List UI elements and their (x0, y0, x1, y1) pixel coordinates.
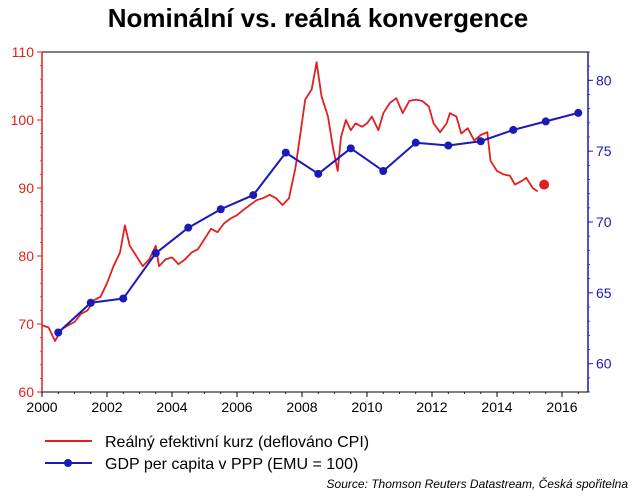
legend-marker-gdp (64, 459, 72, 467)
right-tick-label: 60 (596, 356, 612, 372)
gdp-data-point (574, 108, 583, 117)
left-tick-label: 60 (18, 384, 34, 400)
gdp-data-point (444, 141, 453, 150)
x-tick-label: 2002 (91, 399, 122, 415)
x-tick-label: 2006 (221, 399, 252, 415)
gdp-data-point (249, 191, 258, 200)
gdp-data-point (184, 223, 193, 232)
left-tick-label: 110 (12, 44, 35, 60)
x-tick-label: 2000 (26, 399, 57, 415)
left-tick-label: 80 (18, 248, 34, 264)
x-tick-label: 2008 (286, 399, 317, 415)
left-tick-label: 70 (18, 316, 34, 332)
right-tick-label: 80 (596, 72, 612, 88)
gdp-data-point (379, 167, 388, 175)
source-note: Source: Thomson Reuters Datastream, Česk… (327, 476, 629, 491)
gdp-data-point (314, 169, 323, 178)
gdp-data-point (346, 144, 355, 153)
axes: 60 70 80 90 100 110 60 65 70 75 80 2000 2002 2004 2006… (11, 44, 612, 415)
real-exchange-end-marker (539, 179, 550, 190)
x-tick-label: 2014 (481, 399, 512, 415)
chart-title: Nominální vs. reálná konvergence (108, 3, 529, 33)
series-layer (41, 61, 583, 342)
gdp-data-point (541, 117, 550, 126)
right-tick-label: 70 (596, 214, 612, 230)
gdp-data-point (151, 249, 160, 258)
x-tick-label: 2004 (156, 399, 187, 415)
legend: Reálný efektivní kurz (deflováno CPI) GD… (45, 434, 369, 473)
legend-label-gdp: GDP per capita v PPP (EMU = 100) (105, 456, 358, 473)
x-tick-label: 2016 (546, 399, 577, 415)
plot-area (41, 51, 589, 393)
gdp-data-point (476, 137, 485, 146)
gdp-data-point (509, 125, 518, 134)
right-tick-label: 75 (596, 143, 612, 159)
left-tick-label: 90 (18, 180, 34, 196)
gdp-data-point (119, 294, 128, 303)
left-tick-label: 100 (11, 112, 35, 128)
gdp-data-point (216, 205, 225, 214)
plot-frame (41, 51, 589, 393)
legend-label-real-exchange: Reálný efektivní kurz (deflováno CPI) (105, 434, 369, 451)
series-line-real-exchange-rate (41, 61, 539, 342)
x-tick-label: 2010 (351, 399, 382, 415)
gdp-data-point (86, 298, 95, 307)
x-tick-label: 2012 (416, 399, 447, 415)
gdp-data-point (54, 328, 63, 337)
right-tick-label: 65 (596, 285, 612, 301)
gdp-data-point (411, 138, 420, 147)
gdp-data-point (281, 148, 290, 157)
